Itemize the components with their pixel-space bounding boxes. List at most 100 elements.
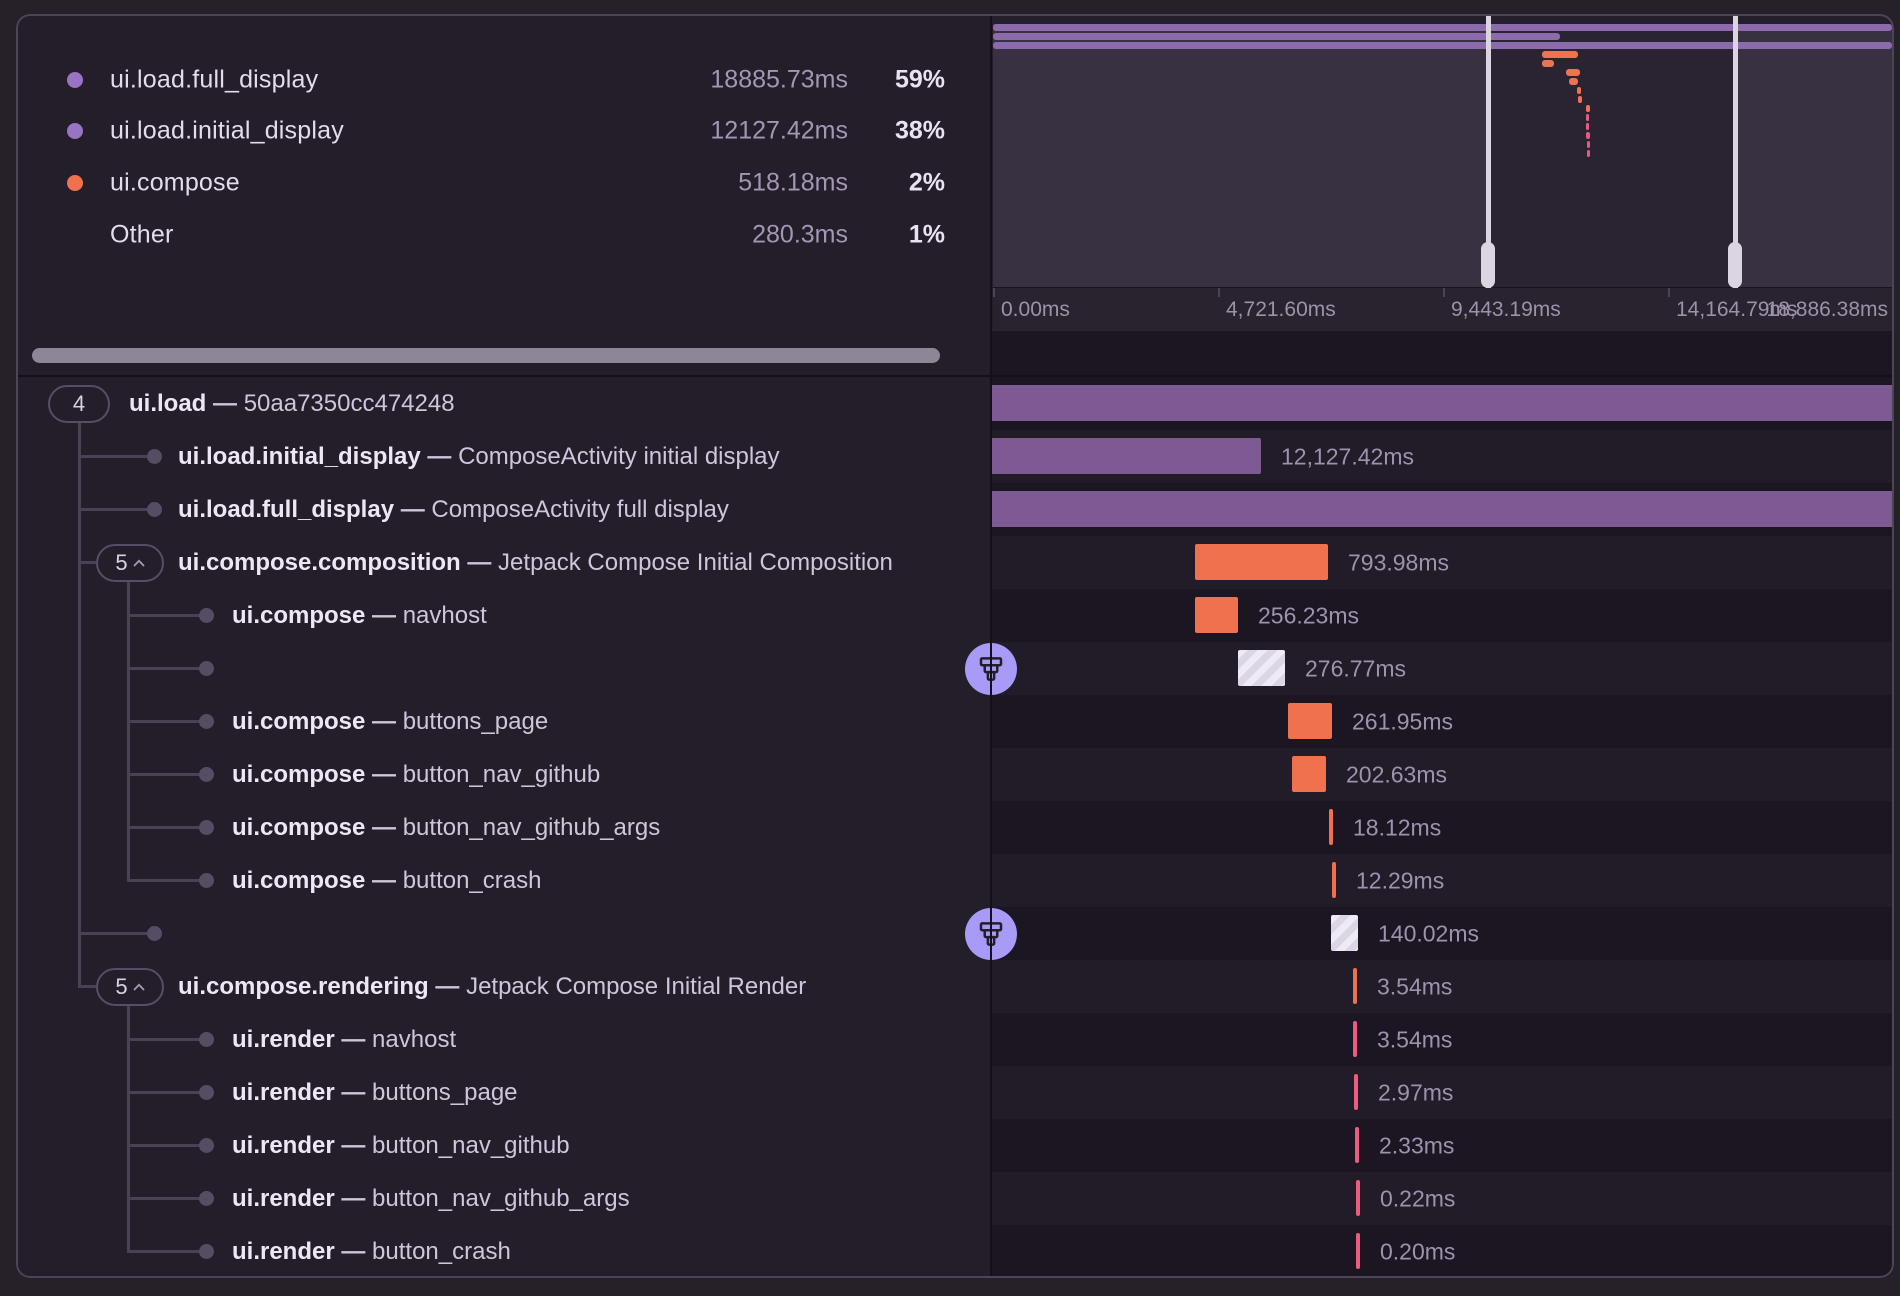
span-bar[interactable]: [991, 491, 1894, 527]
span-label: ui.load.full_display — ComposeActivity f…: [178, 496, 729, 524]
span-duration-label: 12,127.42ms: [1281, 443, 1414, 469]
span-bar[interactable]: [1195, 544, 1328, 580]
span-row-background: [992, 854, 1894, 907]
trace-waterfall-panel: ui.load.full_display 18885.73ms 59% ui.load…: [16, 14, 1894, 1278]
tree-connector-line: [78, 561, 96, 564]
span-row[interactable]: 5 ui.compose.composition — Jetpack Compos…: [16, 536, 1894, 589]
span-bar[interactable]: [1238, 650, 1285, 686]
span-description: button_crash: [402, 866, 542, 894]
legend-item-name: ui.load.full_display: [110, 65, 319, 94]
span-row[interactable]: ui.compose — button_nav_github 202.63ms: [16, 748, 1894, 801]
span-bar[interactable]: [1356, 1180, 1360, 1216]
span-label: ui.compose — button_nav_github_args: [232, 814, 660, 842]
span-row[interactable]: ui.load.full_display — ComposeActivity f…: [16, 483, 1894, 536]
tree-connector-dot: [199, 767, 214, 782]
span-separator: —: [334, 1078, 373, 1106]
span-row[interactable]: ui.compose — navhost 256.23ms: [16, 589, 1894, 642]
minimap-left-handle[interactable]: [1486, 16, 1491, 288]
children-count-badge[interactable]: 5: [96, 544, 164, 582]
tree-connector-line: [127, 667, 213, 670]
children-count: 4: [72, 391, 86, 416]
span-bar[interactable]: [1292, 756, 1326, 792]
span-bar[interactable]: [1195, 597, 1238, 633]
horizontal-scrollbar-thumb[interactable]: [32, 348, 940, 363]
tree-connector-line: [127, 1144, 213, 1147]
minimap[interactable]: [993, 14, 1892, 287]
span-bar[interactable]: [1332, 862, 1336, 898]
span-duration-label: 793.98ms: [1348, 549, 1450, 575]
span-op: ui.compose: [232, 813, 366, 841]
minimap-span-pink: [1586, 114, 1589, 121]
chevron-up-icon: [133, 559, 145, 567]
minimap-span-purple: [993, 24, 1892, 31]
legend-item-percent: 1%: [908, 220, 945, 249]
children-count-badge[interactable]: 4: [48, 385, 110, 423]
span-bar[interactable]: [1329, 809, 1333, 845]
span-bar[interactable]: [1356, 1233, 1360, 1269]
span-op: ui.render: [232, 1184, 335, 1212]
span-row[interactable]: 276.77ms: [16, 642, 1894, 695]
span-row-background: [992, 1013, 1894, 1066]
span-separator: —: [394, 495, 432, 523]
span-row[interactable]: 5 ui.compose.rendering — Jetpack Compose …: [16, 960, 1894, 1013]
span-row[interactable]: 140.02ms: [16, 907, 1894, 960]
span-description: ComposeActivity initial display: [458, 442, 780, 470]
span-description: navhost: [372, 1025, 457, 1053]
legend-dot-icon: [67, 123, 83, 139]
minimap-left-handle-grip[interactable]: [1481, 242, 1495, 288]
span-bar[interactable]: [1354, 1074, 1358, 1110]
tree-connector-line: [78, 508, 161, 511]
span-label: ui.load.initial_display — ComposeActivit…: [178, 443, 780, 471]
minimap-right-handle-grip[interactable]: [1728, 242, 1742, 288]
minimap-span-orange: [1542, 51, 1578, 58]
span-row-background: [992, 695, 1894, 748]
span-op: ui.load.initial_display: [178, 442, 421, 470]
span-bar[interactable]: [991, 438, 1261, 474]
tree-connector-dot: [147, 449, 162, 464]
span-bar[interactable]: [991, 385, 1894, 421]
span-duration-label: 276.77ms: [1305, 655, 1407, 681]
tree-connector-dot: [147, 926, 162, 941]
span-separator: —: [334, 1184, 373, 1212]
span-row[interactable]: ui.load.initial_display — ComposeActivit…: [16, 430, 1894, 483]
span-row-background: [992, 1119, 1894, 1172]
legend-item-name: ui.compose: [110, 168, 240, 197]
span-row-background: [992, 907, 1894, 960]
minimap-span-pink: [1586, 132, 1590, 139]
span-bar[interactable]: [1288, 703, 1332, 739]
span-row[interactable]: ui.compose — button_crash 12.29ms: [16, 854, 1894, 907]
span-row[interactable]: 4 ui.load — 50aa7350cc474248: [16, 377, 1894, 430]
minimap-span-pink: [1587, 141, 1590, 148]
span-row[interactable]: ui.render — button_crash 0.20ms: [16, 1225, 1894, 1278]
span-duration-label: 256.23ms: [1258, 602, 1360, 628]
minimap-span-pink: [1586, 123, 1589, 130]
minimap-viewport-window[interactable]: [1488, 14, 1735, 287]
span-bar[interactable]: [1355, 1127, 1359, 1163]
span-row[interactable]: ui.render — button_nav_github 2.33ms: [16, 1119, 1894, 1172]
span-bar[interactable]: [1353, 968, 1357, 1004]
span-row[interactable]: ui.compose — button_nav_github_args 18.12…: [16, 801, 1894, 854]
tree-connector-dot: [199, 1244, 214, 1259]
tree-connector-line: [78, 455, 161, 458]
children-count-badge[interactable]: 5: [96, 968, 164, 1006]
span-row-background: [992, 589, 1894, 642]
span-row[interactable]: ui.render — navhost 3.54ms: [16, 1013, 1894, 1066]
span-row-background: [992, 1066, 1894, 1119]
span-row[interactable]: ui.compose — buttons_page 261.95ms: [16, 695, 1894, 748]
legend-item-value: 12127.42ms: [710, 116, 848, 145]
span-separator: —: [428, 972, 467, 1000]
tree-connector-line: [127, 1091, 213, 1094]
span-row[interactable]: ui.render — button_nav_github_args 0.22ms: [16, 1172, 1894, 1225]
tree-connector-line: [127, 826, 213, 829]
span-row[interactable]: ui.render — buttons_page 2.97ms: [16, 1066, 1894, 1119]
span-bar[interactable]: [1331, 915, 1358, 951]
span-description: button_nav_github_args: [372, 1184, 630, 1212]
axis-tick: [1218, 288, 1220, 297]
minimap-right-handle[interactable]: [1733, 16, 1738, 288]
legend-item-value: 280.3ms: [752, 220, 848, 249]
axis-tick-label: 4,721.60ms: [1226, 298, 1336, 321]
span-label: ui.compose — button_nav_github: [232, 761, 600, 789]
children-count: 5: [115, 974, 128, 999]
span-bar[interactable]: [1353, 1021, 1357, 1057]
tree-connector-line: [127, 614, 213, 617]
